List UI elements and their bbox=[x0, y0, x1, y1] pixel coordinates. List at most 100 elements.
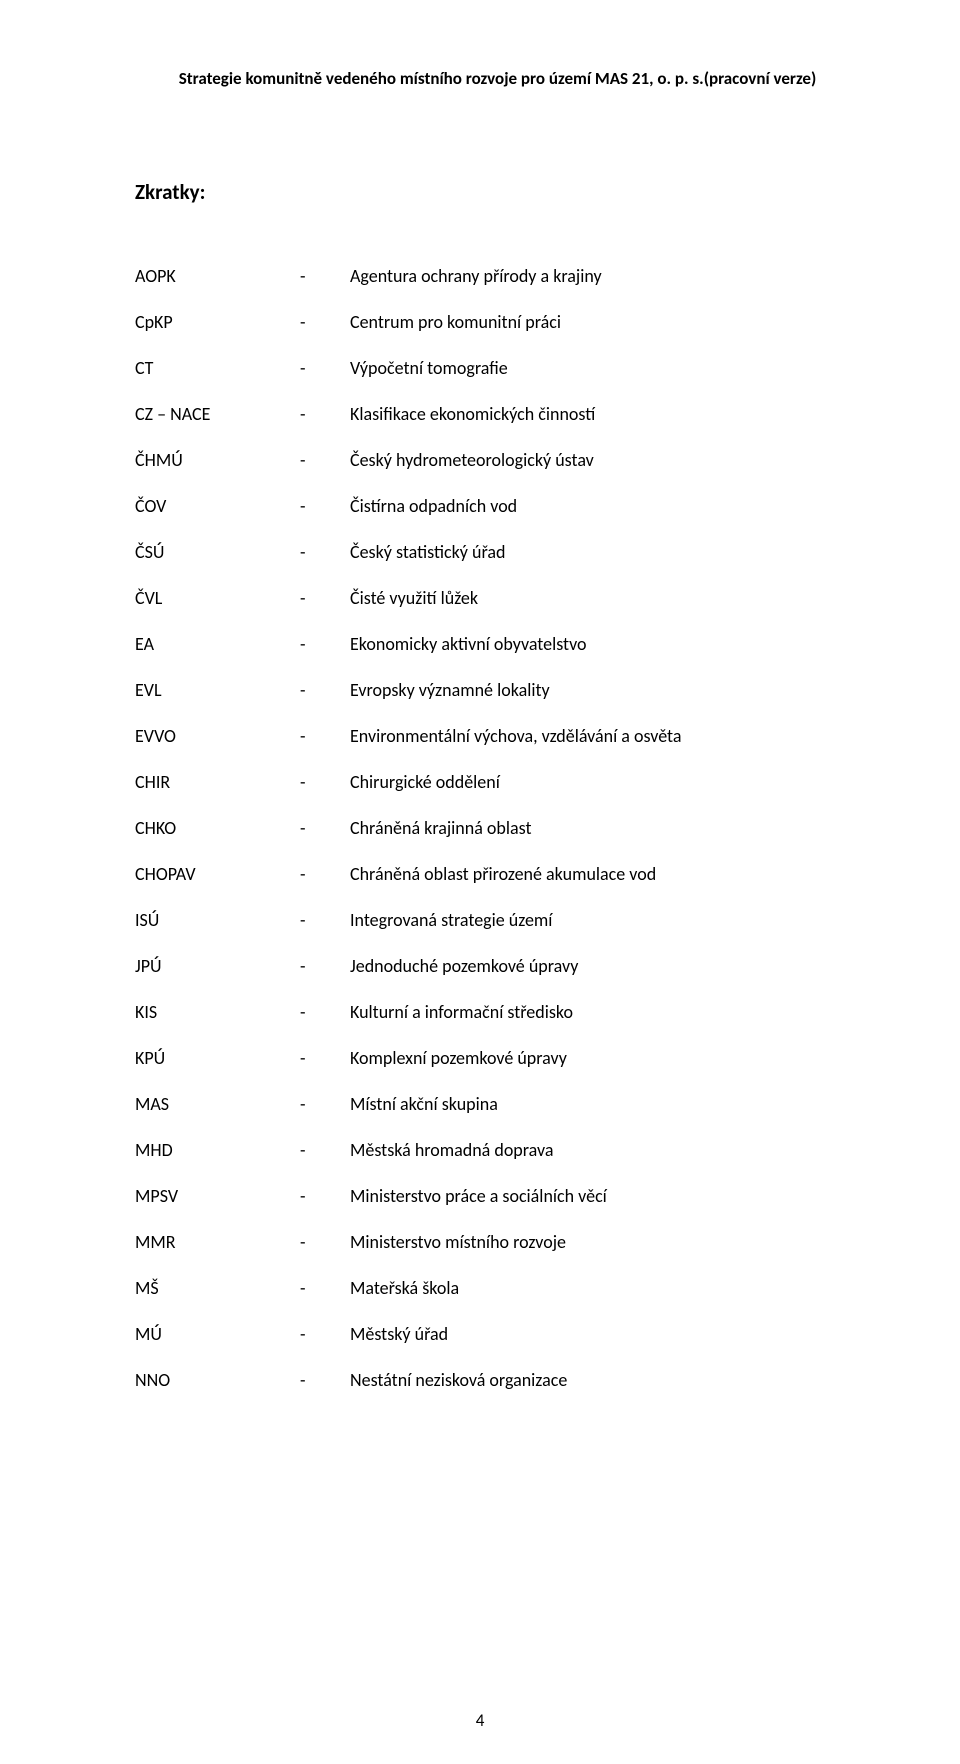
abbreviation-definition: Evropsky významné lokality bbox=[350, 679, 682, 701]
abbreviation-definition: Chirurgické oddělení bbox=[350, 771, 682, 793]
abbreviation-separator: - bbox=[300, 357, 350, 379]
abbreviation-separator: - bbox=[300, 311, 350, 333]
abbreviation-key: JPÚ bbox=[135, 955, 300, 977]
abbreviation-list: AOPK-Agentura ochrany přírody a krajiny C… bbox=[135, 241, 682, 1415]
abbreviation-row: MAS-Místní akční skupina bbox=[135, 1093, 682, 1115]
abbreviation-row: ČVL-Čisté využití lůžek bbox=[135, 587, 682, 609]
abbreviation-row: CHOPAV-Chráněná oblast přirozené akumula… bbox=[135, 863, 682, 885]
abbreviation-definition: Centrum pro komunitní práci bbox=[350, 311, 682, 333]
abbreviation-separator: - bbox=[300, 541, 350, 563]
abbreviation-row: CZ – NACE-Klasifikace ekonomických činno… bbox=[135, 403, 682, 425]
abbreviation-definition: Mateřská škola bbox=[350, 1277, 682, 1299]
abbreviation-key: ČVL bbox=[135, 587, 300, 609]
abbreviation-row: ČSÚ-Český statistický úřad bbox=[135, 541, 682, 563]
abbreviation-definition: Ministerstvo práce a sociálních věcí bbox=[350, 1185, 682, 1207]
abbreviation-row: CHIR-Chirurgické oddělení bbox=[135, 771, 682, 793]
abbreviation-separator: - bbox=[300, 817, 350, 839]
abbreviation-row: MÚ-Městský úřad bbox=[135, 1323, 682, 1345]
abbreviation-row: ČHMÚ-Český hydrometeorologický ústav bbox=[135, 449, 682, 471]
abbreviation-separator: - bbox=[300, 1047, 350, 1069]
abbreviation-separator: - bbox=[300, 265, 350, 287]
abbreviation-key: KIS bbox=[135, 1001, 300, 1023]
abbreviation-separator: - bbox=[300, 909, 350, 931]
abbreviation-row: EVVO-Environmentální výchova, vzdělávání… bbox=[135, 725, 682, 747]
abbreviation-key: EA bbox=[135, 633, 300, 655]
abbreviation-key: CHOPAV bbox=[135, 863, 300, 885]
abbreviation-row: MMR-Ministerstvo místního rozvoje bbox=[135, 1231, 682, 1253]
abbreviation-separator: - bbox=[300, 633, 350, 655]
abbreviation-row: MPSV-Ministerstvo práce a sociálních věc… bbox=[135, 1185, 682, 1207]
abbreviation-key: MAS bbox=[135, 1093, 300, 1115]
page-header-text: Strategie komunitně vedeného místního ro… bbox=[135, 68, 860, 89]
abbreviation-row: JPÚ-Jednoduché pozemkové úpravy bbox=[135, 955, 682, 977]
abbreviation-definition: Klasifikace ekonomických činností bbox=[350, 403, 682, 425]
abbreviation-definition: Český statistický úřad bbox=[350, 541, 682, 563]
abbreviation-definition: Výpočetní tomografie bbox=[350, 357, 682, 379]
abbreviation-separator: - bbox=[300, 1001, 350, 1023]
abbreviation-definition: Městský úřad bbox=[350, 1323, 682, 1345]
abbreviation-definition: Místní akční skupina bbox=[350, 1093, 682, 1115]
abbreviation-row: EVL-Evropsky významné lokality bbox=[135, 679, 682, 701]
page-number: 4 bbox=[0, 1710, 960, 1731]
abbreviation-key: CT bbox=[135, 357, 300, 379]
abbreviation-definition: Jednoduché pozemkové úpravy bbox=[350, 955, 682, 977]
abbreviation-key: MMR bbox=[135, 1231, 300, 1253]
abbreviation-row: MHD-Městská hromadná doprava bbox=[135, 1139, 682, 1161]
abbreviation-definition: Ekonomicky aktivní obyvatelstvo bbox=[350, 633, 682, 655]
abbreviation-row: EA-Ekonomicky aktivní obyvatelstvo bbox=[135, 633, 682, 655]
abbreviation-separator: - bbox=[300, 1093, 350, 1115]
abbreviation-definition: Nestátní nezisková organizace bbox=[350, 1369, 682, 1391]
abbreviation-separator: - bbox=[300, 495, 350, 517]
abbreviation-definition: Český hydrometeorologický ústav bbox=[350, 449, 682, 471]
abbreviation-row: KIS-Kulturní a informační středisko bbox=[135, 1001, 682, 1023]
abbreviation-key: ISÚ bbox=[135, 909, 300, 931]
abbreviation-key: EVL bbox=[135, 679, 300, 701]
abbreviation-key: EVVO bbox=[135, 725, 300, 747]
abbreviation-separator: - bbox=[300, 679, 350, 701]
abbreviation-definition: Integrovaná strategie území bbox=[350, 909, 682, 931]
abbreviation-separator: - bbox=[300, 1231, 350, 1253]
abbreviation-key: CHKO bbox=[135, 817, 300, 839]
abbreviation-separator: - bbox=[300, 1139, 350, 1161]
abbreviation-key: CZ – NACE bbox=[135, 403, 300, 425]
abbreviation-row: CT-Výpočetní tomografie bbox=[135, 357, 682, 379]
abbreviation-row: CHKO-Chráněná krajinná oblast bbox=[135, 817, 682, 839]
abbreviation-key: ČHMÚ bbox=[135, 449, 300, 471]
abbreviation-key: MPSV bbox=[135, 1185, 300, 1207]
abbreviation-row: MŠ-Mateřská škola bbox=[135, 1277, 682, 1299]
abbreviation-definition: Čistírna odpadních vod bbox=[350, 495, 682, 517]
abbreviation-definition: Komplexní pozemkové úpravy bbox=[350, 1047, 682, 1069]
abbreviation-separator: - bbox=[300, 725, 350, 747]
abbreviation-separator: - bbox=[300, 1277, 350, 1299]
abbreviation-definition: Ministerstvo místního rozvoje bbox=[350, 1231, 682, 1253]
abbreviation-separator: - bbox=[300, 449, 350, 471]
section-title-abbreviations: Zkratky: bbox=[135, 179, 860, 205]
abbreviation-definition: Čisté využití lůžek bbox=[350, 587, 682, 609]
abbreviation-key: KPÚ bbox=[135, 1047, 300, 1069]
abbreviation-separator: - bbox=[300, 1185, 350, 1207]
abbreviation-row: ČOV-Čistírna odpadních vod bbox=[135, 495, 682, 517]
abbreviation-separator: - bbox=[300, 771, 350, 793]
abbreviation-row: AOPK-Agentura ochrany přírody a krajiny bbox=[135, 265, 682, 287]
abbreviation-definition: Environmentální výchova, vzdělávání a os… bbox=[350, 725, 682, 747]
abbreviation-row: KPÚ-Komplexní pozemkové úpravy bbox=[135, 1047, 682, 1069]
abbreviation-key: CpKP bbox=[135, 311, 300, 333]
abbreviation-definition: Městská hromadná doprava bbox=[350, 1139, 682, 1161]
abbreviation-separator: - bbox=[300, 863, 350, 885]
abbreviation-key: ČOV bbox=[135, 495, 300, 517]
abbreviation-key: MHD bbox=[135, 1139, 300, 1161]
abbreviation-key: MŠ bbox=[135, 1277, 300, 1299]
abbreviation-separator: - bbox=[300, 955, 350, 977]
abbreviation-key: CHIR bbox=[135, 771, 300, 793]
abbreviation-separator: - bbox=[300, 587, 350, 609]
abbreviation-key: AOPK bbox=[135, 265, 300, 287]
abbreviation-definition: Chráněná krajinná oblast bbox=[350, 817, 682, 839]
abbreviation-row: ISÚ-Integrovaná strategie území bbox=[135, 909, 682, 931]
abbreviation-definition: Chráněná oblast přirozené akumulace vod bbox=[350, 863, 682, 885]
abbreviation-row: CpKP-Centrum pro komunitní práci bbox=[135, 311, 682, 333]
abbreviation-key: MÚ bbox=[135, 1323, 300, 1345]
abbreviation-key: NNO bbox=[135, 1369, 300, 1391]
abbreviation-row: NNO-Nestátní nezisková organizace bbox=[135, 1369, 682, 1391]
abbreviation-definition: Kulturní a informační středisko bbox=[350, 1001, 682, 1023]
abbreviation-separator: - bbox=[300, 1369, 350, 1391]
